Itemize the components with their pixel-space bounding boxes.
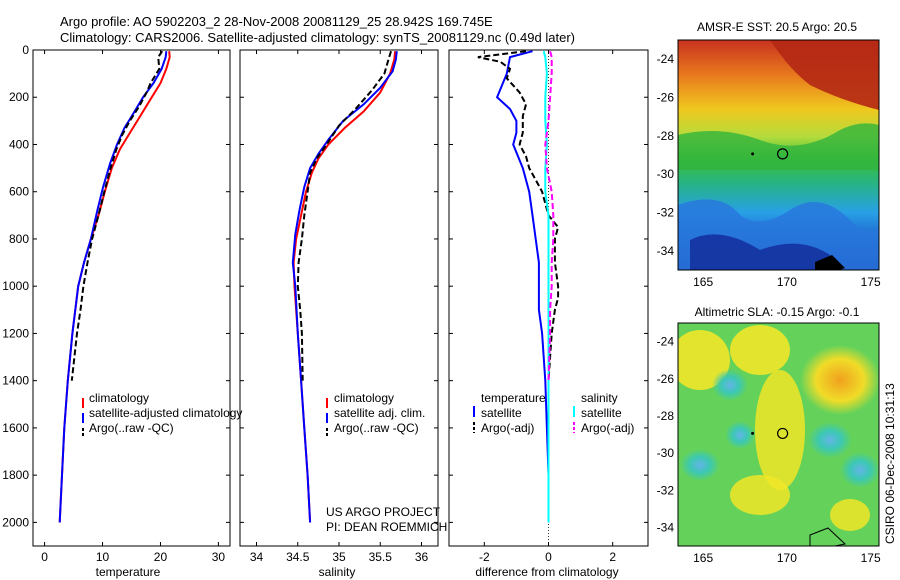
y-tick-label: 2000: [2, 515, 29, 529]
difference-x-label: difference from climatology: [475, 565, 618, 579]
sla-map-title: Altimetric SLA: -0.15 Argo: -0.1: [695, 305, 860, 319]
legend-satellite-adjusted: satellite-adjusted climatology: [89, 406, 242, 420]
legend-climatology: climatology: [334, 391, 394, 405]
sst-map-frame: [677, 39, 880, 271]
map-x-tick-label: 165: [693, 551, 713, 565]
figure-title-line2: Climatology: CARS2006. Satellite-adjuste…: [60, 30, 575, 45]
map-x-tick-label: 175: [861, 275, 881, 289]
x-tick-label: 2: [609, 550, 616, 564]
float-dot: [751, 431, 755, 435]
series-line-satellite: [495, 50, 550, 523]
map-y-tick-label: -28: [657, 129, 675, 143]
float-position-marker: [777, 148, 789, 160]
temperature-legend: climatology satellite-adjusted climatolo…: [82, 391, 242, 438]
map-y-tick-label: -32: [657, 206, 675, 220]
map-y-tick-label: -24: [657, 335, 675, 349]
map-y-tick-label: -24: [657, 52, 675, 66]
map-y-tick-label: -30: [657, 167, 675, 181]
y-tick-label: 0: [22, 43, 29, 57]
salinity-x-label: salinity: [319, 565, 356, 579]
legend-temp-argo: Argo(-adj): [481, 421, 534, 435]
map-y-tick-label: -30: [657, 446, 675, 460]
y-tick-label: 200: [9, 90, 29, 104]
y-tick-label: 800: [9, 232, 29, 246]
x-tick-label: 36: [415, 550, 429, 564]
series-line-climatology: [292, 51, 397, 523]
legend-temp-satellite: satellite: [481, 406, 522, 420]
series-line-climatology: [58, 51, 171, 523]
map-x-tick-label: 175: [861, 551, 881, 565]
x-tick-label: 35: [332, 550, 346, 564]
series-line-satellite-adj-clim-: [291, 51, 398, 523]
x-tick-label: 35.5: [369, 550, 393, 564]
y-tick-label: 1800: [2, 468, 29, 482]
float-dot: [751, 152, 755, 156]
map-y-tick-label: -28: [657, 409, 675, 423]
x-tick-label: 10: [96, 550, 110, 564]
series-line-satellite-adjusted-climatology: [58, 51, 168, 523]
series-line-satellite: [542, 50, 550, 523]
legend-climatology: climatology: [89, 391, 149, 405]
x-tick-label: -2: [479, 550, 490, 564]
x-tick-label: 34: [250, 550, 264, 564]
difference-legend: temperature salinity satellite Argo(-adj…: [473, 391, 634, 435]
y-tick-label: 400: [9, 137, 29, 151]
map-y-tick-label: -26: [657, 372, 675, 386]
y-tick-label: 1400: [2, 374, 29, 388]
legend-argo: Argo(..raw -QC): [334, 421, 419, 435]
sla-map-frame: [677, 322, 880, 547]
y-tick-label: 1000: [2, 279, 29, 293]
legend-sal-argo: Argo(-adj): [581, 421, 634, 435]
x-tick-label: 30: [212, 550, 226, 564]
map-y-tick-label: -26: [657, 91, 675, 105]
map-x-tick-label: 165: [693, 275, 713, 289]
sla-heatmap: [678, 323, 879, 546]
float-position-marker: [777, 427, 789, 440]
temperature-axes: [32, 49, 231, 547]
map-x-tick-label: 170: [777, 551, 797, 565]
x-tick-label: 20: [154, 550, 168, 564]
project-note-line2: PI: DEAN ROEMMICH: [326, 520, 447, 534]
x-tick-label: 0: [545, 550, 552, 564]
sst-heatmap: [678, 40, 879, 270]
series-line-argo-raw-qc-: [70, 50, 164, 381]
salinity-legend: climatology satellite adj. clim. Argo(..…: [326, 391, 425, 438]
x-tick-label: 34.5: [286, 550, 310, 564]
legend-satellite-adj: satellite adj. clim.: [334, 406, 425, 420]
map-y-tick-label: -32: [657, 483, 675, 497]
legend-temperature-title: temperature: [481, 391, 546, 405]
project-note-line1: US ARGO PROJECT: [326, 505, 441, 519]
map-x-tick-label: 170: [777, 275, 797, 289]
y-tick-label: 1600: [2, 421, 29, 435]
sst-map-title: AMSR-E SST: 20.5 Argo: 20.5: [697, 20, 857, 34]
y-tick-label: 1200: [2, 326, 29, 340]
legend-argo: Argo(..raw -QC): [89, 421, 174, 435]
figure-title-line1: Argo profile: AO 5902203_2 28-Nov-2008 2…: [60, 14, 493, 29]
legend-sal-satellite: satellite: [581, 406, 622, 420]
timestamp-label: CSIRO 06-Dec-2008 10:31:13: [883, 383, 897, 544]
map-y-tick-label: -34: [657, 520, 675, 534]
series-line-argo-adj-: [544, 50, 555, 381]
y-tick-label: 600: [9, 185, 29, 199]
map-y-tick-label: -34: [657, 244, 675, 258]
legend-salinity-title: salinity: [581, 391, 618, 405]
temperature-x-label: temperature: [96, 565, 161, 579]
x-tick-label: 0: [41, 550, 48, 564]
series-line-argo-adj-: [477, 50, 560, 381]
series-line-argo-raw-qc-: [296, 50, 392, 381]
